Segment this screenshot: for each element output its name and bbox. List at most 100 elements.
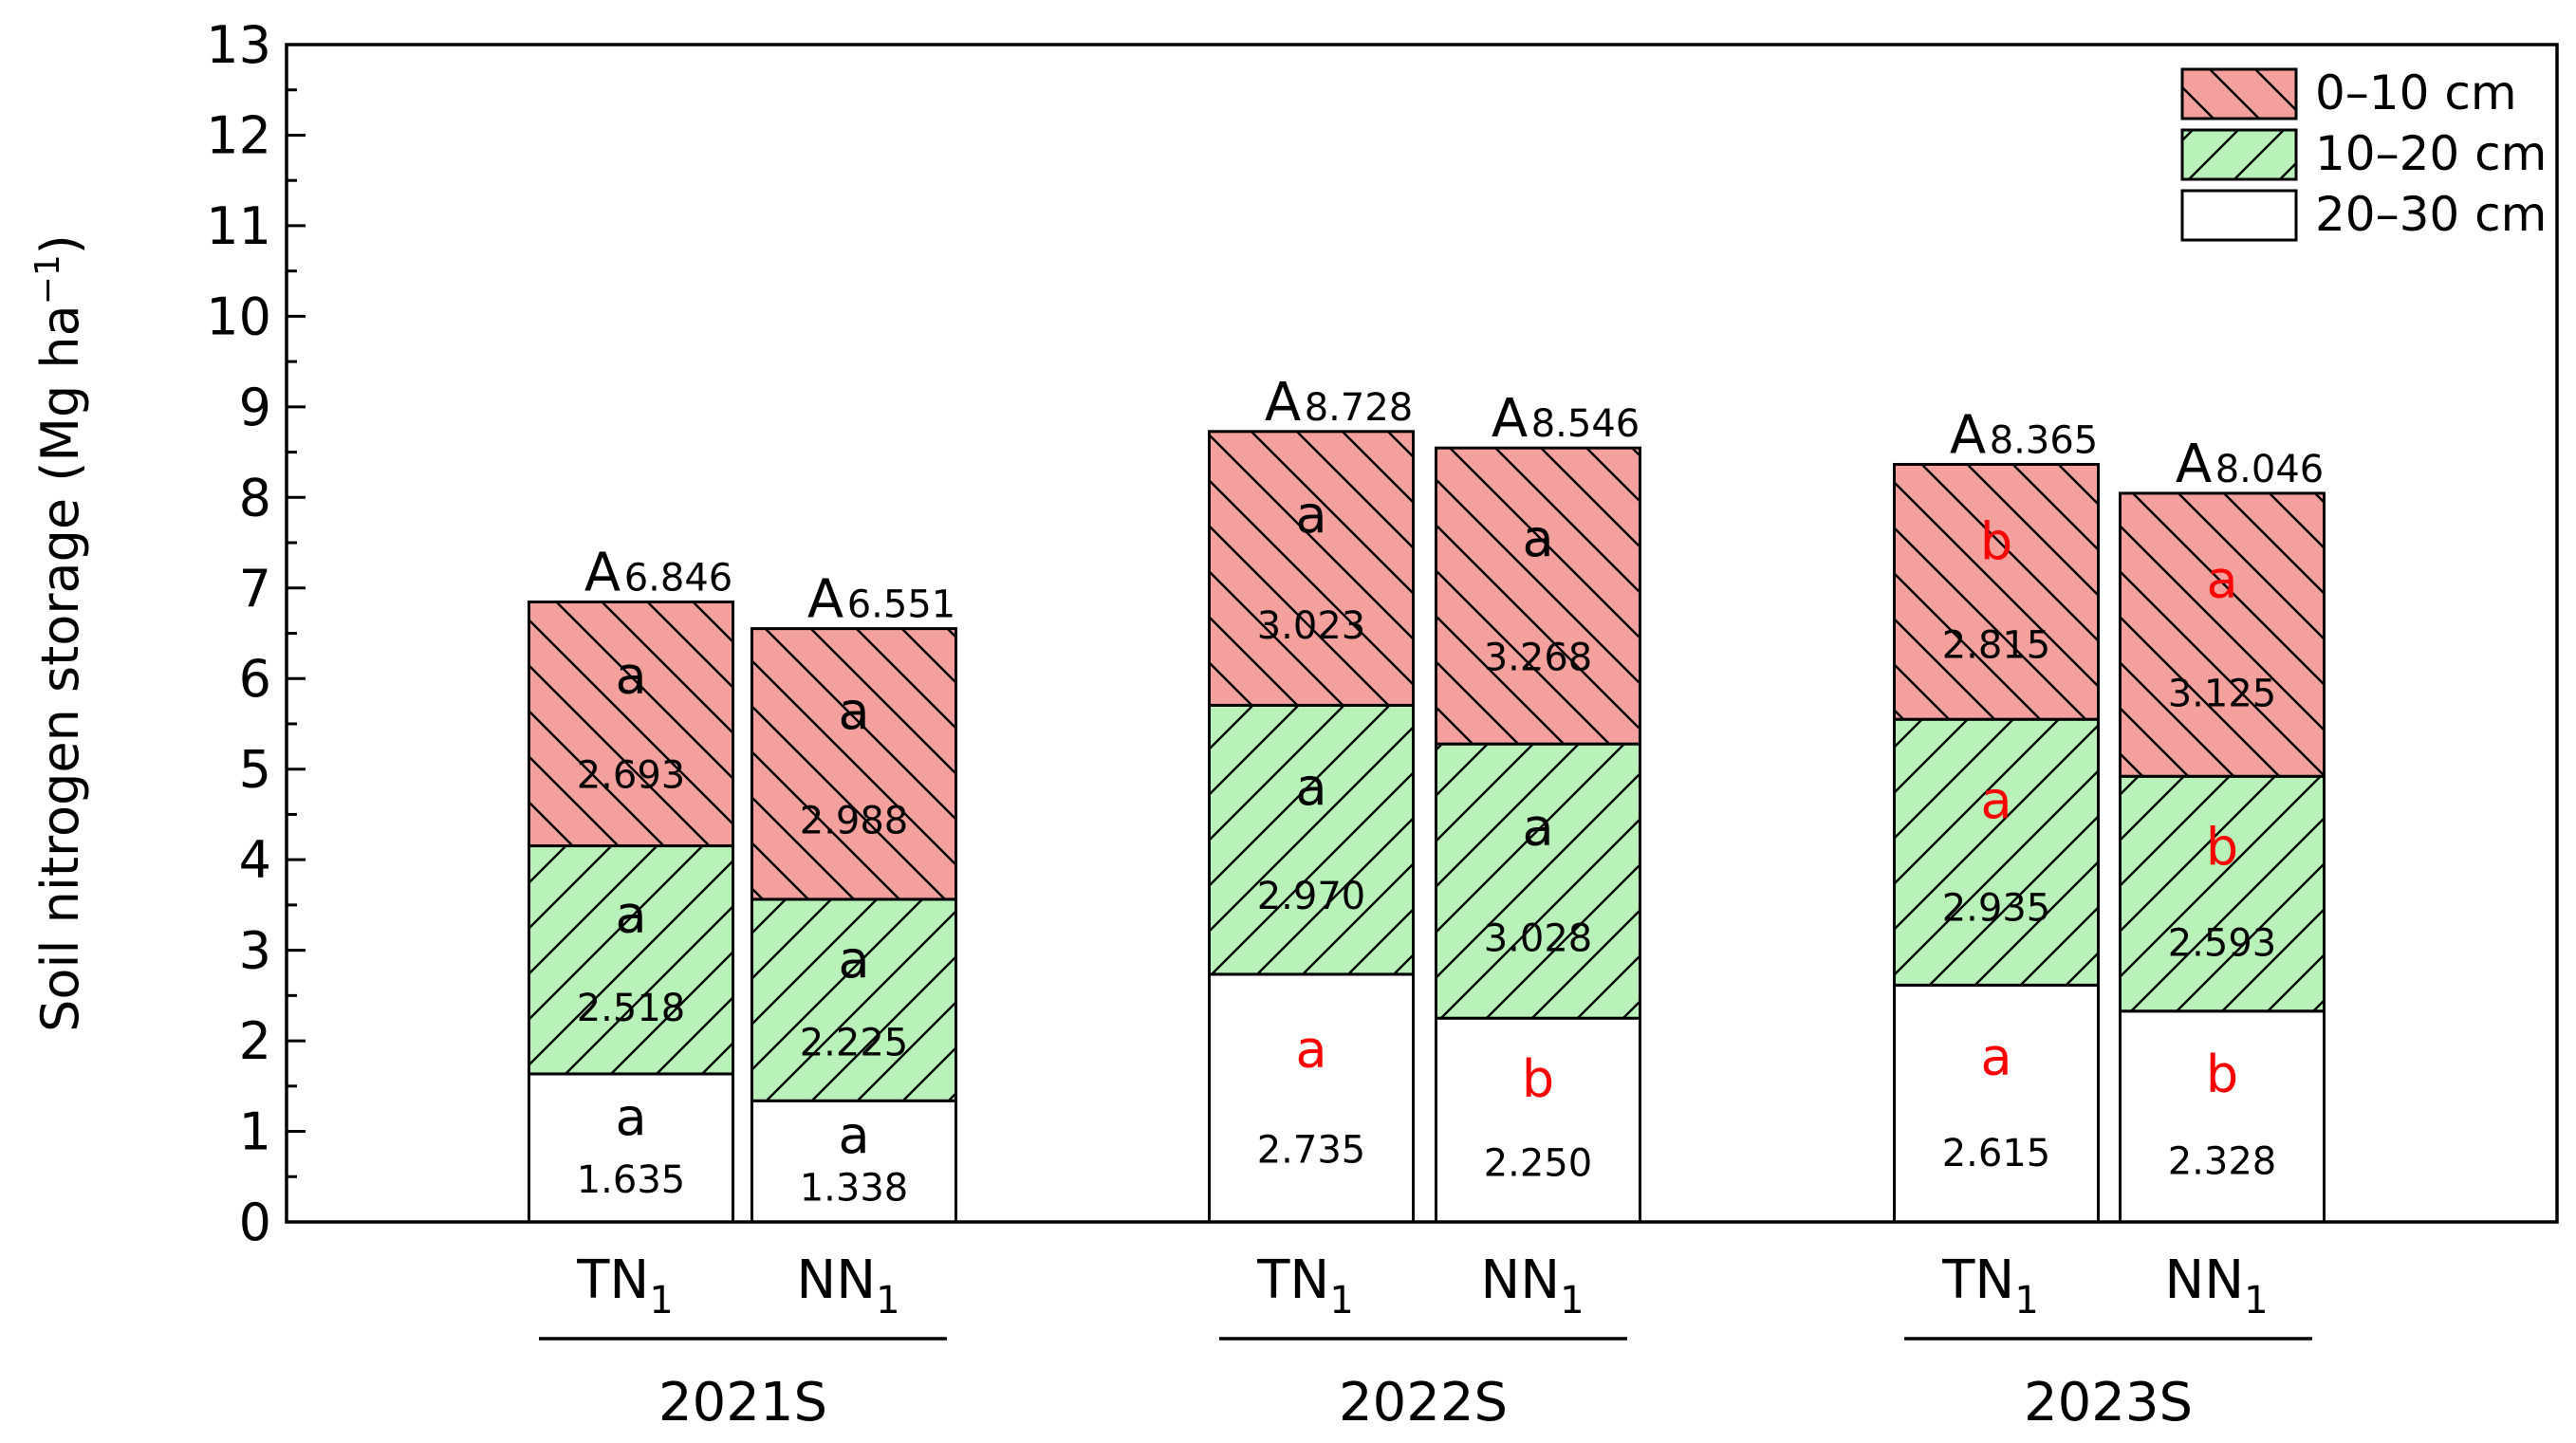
bar-segment-10-20cm — [528, 844, 734, 1076]
bar-segment-20-30cm — [751, 1099, 957, 1224]
significance-letter: b — [1980, 511, 2012, 571]
category-label: NN1 — [796, 1249, 899, 1323]
bar-segment-0-10cm — [1208, 430, 1415, 707]
y-tick-label: 3 — [239, 921, 271, 981]
significance-letter: a — [1980, 1027, 2011, 1086]
y-tick-label: 6 — [239, 649, 271, 709]
axes-layer — [285, 43, 2559, 1341]
bar-segment-10-20cm — [1893, 717, 2100, 987]
significance-letter: a — [2206, 549, 2237, 609]
value-label: 2.693 — [577, 753, 686, 797]
y-axis-title: Soil nitrogen storage (Mg ha−1) — [28, 234, 90, 1032]
legend-label: 10–20 cm — [2315, 126, 2547, 181]
legend-swatch — [2180, 67, 2298, 120]
total-value: 6.846 — [624, 556, 733, 600]
value-label: 2.935 — [1942, 886, 2051, 930]
y-tick-label: 9 — [239, 378, 271, 437]
value-label: 2.615 — [1942, 1132, 2051, 1175]
value-label: 1.338 — [800, 1167, 909, 1211]
total-letter: A — [584, 542, 621, 603]
total-value: 8.546 — [1531, 402, 1640, 446]
category-label: NN1 — [1480, 1249, 1584, 1323]
significance-letter: b — [2206, 1045, 2238, 1104]
bar-segment-0-10cm — [1893, 462, 2100, 721]
value-label: 2.518 — [577, 987, 686, 1030]
value-label: 2.328 — [2168, 1139, 2277, 1183]
y-tick-label: 10 — [206, 287, 271, 346]
total-value: 8.365 — [1990, 418, 2099, 462]
bars-layer — [528, 430, 2326, 1224]
significance-letter: a — [1295, 485, 1326, 545]
value-label: 1.635 — [577, 1158, 686, 1202]
bar-segment-20-30cm — [1893, 983, 2100, 1224]
total-value: 6.551 — [847, 583, 956, 627]
bar-segment-10-20cm — [1208, 703, 1415, 976]
significance-letter: a — [838, 681, 869, 741]
group-label: 2023S — [2024, 1372, 2193, 1434]
bar-segment-0-10cm — [528, 600, 734, 848]
significance-letter: a — [615, 1087, 646, 1147]
group-label: 2022S — [1339, 1372, 1508, 1434]
y-tick-label: 13 — [206, 15, 271, 75]
total-value: 8.046 — [2215, 448, 2325, 491]
value-label: 3.023 — [1257, 604, 1366, 648]
value-label: 2.225 — [800, 1022, 909, 1065]
group-label: 2021S — [658, 1372, 827, 1434]
value-label: 2.735 — [1257, 1129, 1366, 1173]
value-label: 2.593 — [2168, 922, 2277, 966]
value-label: 3.125 — [2168, 673, 2277, 716]
value-label: 2.970 — [1257, 875, 1366, 918]
total-letter: A — [2176, 434, 2212, 495]
bar-segment-10-20cm — [1435, 742, 1641, 1020]
significance-letter: a — [1522, 509, 1553, 568]
y-tick-label: 8 — [239, 468, 271, 527]
bar-segment-20-30cm — [2119, 1009, 2326, 1224]
category-label: TN1 — [1941, 1249, 2039, 1323]
value-label: 2.815 — [1942, 624, 2051, 668]
total-value: 8.728 — [1305, 386, 1414, 430]
bar-segment-10-20cm — [2119, 774, 2326, 1013]
significance-letter: a — [1980, 770, 2011, 830]
bar-segment-20-30cm — [1208, 972, 1415, 1224]
value-label: 3.268 — [1484, 637, 1593, 680]
y-tick-label: 7 — [239, 559, 271, 619]
legend: 0–10 cm 10–20 cm 20–30 cm — [2180, 65, 2547, 242]
legend-label: 20–30 cm — [2315, 187, 2547, 242]
value-label: 3.028 — [1484, 916, 1593, 960]
legend-swatch — [2180, 189, 2298, 242]
significance-letter: a — [615, 884, 646, 944]
y-tick-label: 11 — [206, 196, 271, 256]
significance-letter: b — [1522, 1049, 1554, 1109]
significance-letter: a — [838, 930, 869, 990]
y-tick-label: 1 — [239, 1102, 271, 1162]
value-label: 2.250 — [1484, 1142, 1593, 1186]
y-tick-label: 12 — [206, 105, 271, 165]
significance-letter: a — [1295, 1019, 1326, 1079]
total-letter: A — [1950, 404, 1986, 466]
total-letter: A — [1265, 372, 1301, 434]
legend-swatch — [2180, 128, 2298, 181]
significance-letter: b — [2206, 817, 2238, 877]
category-label: TN1 — [1256, 1249, 1354, 1323]
total-letter: A — [807, 569, 843, 631]
significance-letter: a — [1295, 757, 1326, 817]
bar-segment-20-30cm — [528, 1072, 734, 1224]
significance-letter: a — [615, 646, 646, 706]
y-tick-label: 4 — [239, 830, 271, 890]
total-letter: A — [1492, 388, 1528, 450]
category-label: TN1 — [576, 1249, 674, 1323]
bar-segment-20-30cm — [1435, 1016, 1641, 1224]
y-tick-label: 2 — [239, 1011, 271, 1071]
legend-label: 0–10 cm — [2315, 65, 2517, 120]
bar-segment-0-10cm — [1435, 446, 1641, 746]
bar-segment-0-10cm — [2119, 491, 2326, 778]
y-tick-label: 5 — [239, 740, 271, 800]
y-tick-label: 0 — [239, 1193, 271, 1252]
significance-letter: a — [838, 1105, 869, 1165]
category-label: NN1 — [2164, 1249, 2268, 1323]
bar-segment-0-10cm — [751, 627, 957, 901]
value-label: 2.988 — [800, 799, 909, 842]
